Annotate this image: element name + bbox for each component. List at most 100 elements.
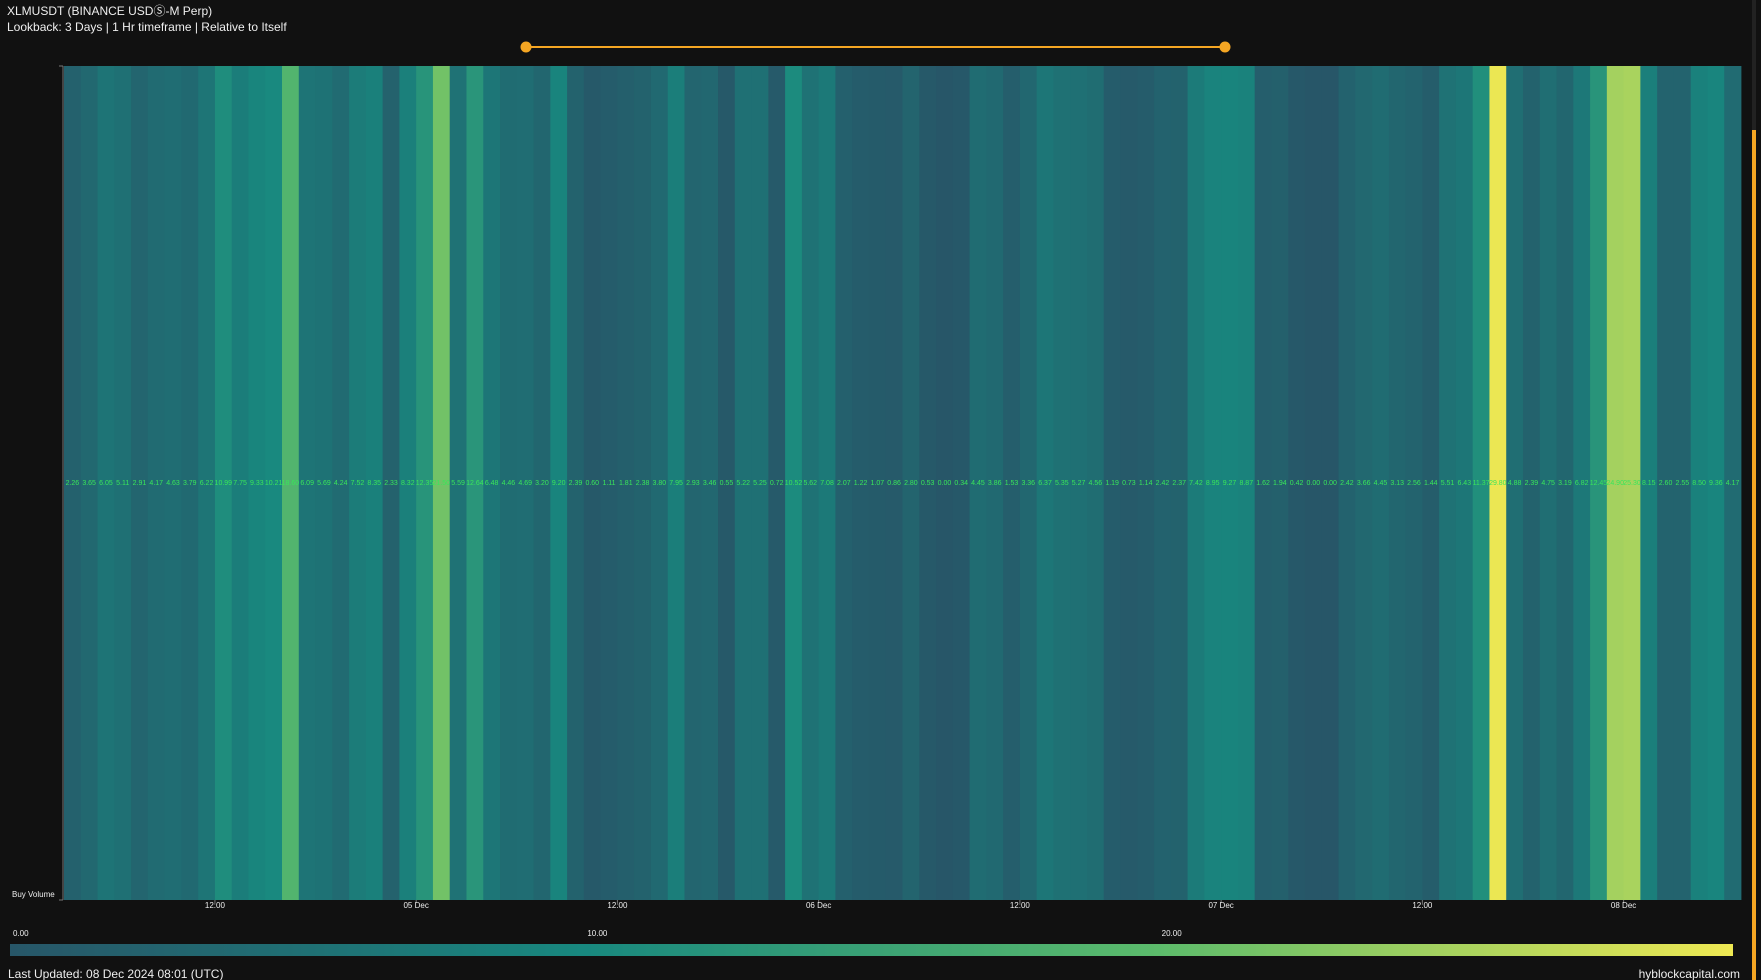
heatmap-cell bbox=[332, 66, 350, 900]
heatmap-cell bbox=[1590, 66, 1608, 900]
value-label: 3.66 bbox=[1357, 480, 1371, 487]
value-label: 0.53 bbox=[921, 480, 935, 487]
heatmap-cell bbox=[1372, 66, 1390, 900]
heatmap-cell bbox=[852, 66, 870, 900]
value-label: 2.07 bbox=[837, 480, 851, 487]
value-label: 25.30 bbox=[1623, 480, 1641, 487]
heatmap-cell bbox=[483, 66, 501, 900]
heatmap-cell bbox=[131, 66, 149, 900]
value-label: 4.24 bbox=[334, 480, 348, 487]
heatmap-cell bbox=[1338, 66, 1356, 900]
heatmap-cell bbox=[1422, 66, 1440, 900]
value-label: 5.25 bbox=[753, 480, 767, 487]
heatmap-cell bbox=[1707, 66, 1725, 900]
value-label: 4.17 bbox=[149, 480, 163, 487]
value-label: 4.17 bbox=[1726, 480, 1740, 487]
value-label: 2.42 bbox=[1340, 480, 1354, 487]
value-label: 5.69 bbox=[317, 480, 331, 487]
value-label: 4.46 bbox=[502, 480, 516, 487]
value-label: 2.39 bbox=[569, 480, 583, 487]
value-label: 1.19 bbox=[1105, 480, 1119, 487]
value-label: 6.05 bbox=[99, 480, 113, 487]
heatmap-cell bbox=[1221, 66, 1239, 900]
heatmap-cell bbox=[919, 66, 937, 900]
value-label: 7.52 bbox=[351, 480, 365, 487]
heatmap-cell bbox=[64, 66, 82, 900]
heatmap-cell bbox=[1606, 66, 1625, 900]
value-label: 0.73 bbox=[1122, 480, 1136, 487]
heatmap-cell bbox=[97, 66, 115, 900]
value-label: 5.59 bbox=[451, 480, 465, 487]
heatmap-cell bbox=[1439, 66, 1457, 900]
heatmap-cell bbox=[785, 66, 803, 900]
heatmap-cell bbox=[1019, 66, 1038, 900]
value-label: 1.07 bbox=[871, 480, 885, 487]
x-tick-label: 12:00 bbox=[1412, 901, 1433, 910]
heatmap-cell bbox=[248, 66, 266, 900]
value-label: 1.94 bbox=[1273, 480, 1287, 487]
value-label: 12.45 bbox=[1590, 480, 1608, 487]
value-label: 2.91 bbox=[133, 480, 147, 487]
heatmap-cell bbox=[1355, 66, 1373, 900]
value-label: 2.60 bbox=[1659, 480, 1673, 487]
value-label: 5.22 bbox=[736, 480, 750, 487]
heatmap-cell bbox=[1640, 66, 1658, 900]
heatmap-cell bbox=[114, 66, 132, 900]
value-label: 1.11 bbox=[602, 480, 615, 487]
scrollbar-thumb[interactable] bbox=[1752, 130, 1756, 980]
value-label: 2.33 bbox=[384, 480, 398, 487]
value-label: 4.63 bbox=[166, 480, 180, 487]
heatmap-cell bbox=[1673, 66, 1692, 900]
range-slider-handle[interactable] bbox=[520, 41, 532, 53]
heatmap-cell bbox=[1187, 66, 1205, 900]
value-label: 7.95 bbox=[669, 480, 683, 487]
value-label: 7.08 bbox=[820, 480, 834, 487]
value-label: 2.80 bbox=[904, 480, 918, 487]
x-tick-label: 12:00 bbox=[1010, 901, 1031, 910]
value-label: 6.37 bbox=[1038, 480, 1052, 487]
x-tick-label: 12:00 bbox=[205, 901, 226, 910]
colorbar bbox=[10, 944, 1733, 956]
value-label: 8.95 bbox=[1206, 480, 1220, 487]
heatmap-cell bbox=[1154, 66, 1172, 900]
heatmap-cell bbox=[936, 66, 954, 900]
heatmap-cell bbox=[634, 66, 652, 900]
heatmap-cell bbox=[768, 66, 786, 900]
y-axis-label: Buy Volume bbox=[12, 890, 55, 899]
value-label: 18.60 bbox=[282, 480, 300, 487]
value-label: 3.46 bbox=[703, 480, 717, 487]
value-label: 2.55 bbox=[1675, 480, 1689, 487]
heatmap-cell bbox=[583, 66, 602, 900]
value-label: 0.00 bbox=[1323, 480, 1337, 487]
x-tick-label: 07 Dec bbox=[1208, 901, 1233, 910]
heatmap-cell bbox=[1522, 66, 1541, 900]
value-label: 8.15 bbox=[1642, 480, 1656, 487]
value-label: 1.14 bbox=[1139, 480, 1153, 487]
value-label: 10.99 bbox=[215, 480, 233, 487]
heatmap-cell bbox=[1003, 66, 1021, 900]
heatmap-cell bbox=[1556, 66, 1574, 900]
heatmap-cell bbox=[1036, 66, 1054, 900]
x-tick-label: 05 Dec bbox=[403, 901, 428, 910]
heatmap-cell bbox=[567, 66, 585, 900]
value-label: 6.22 bbox=[200, 480, 214, 487]
value-label: 0.55 bbox=[720, 480, 734, 487]
value-label: 2.56 bbox=[1407, 480, 1421, 487]
heatmap-cell bbox=[1573, 66, 1591, 900]
range-slider-handle[interactable] bbox=[1219, 41, 1231, 53]
heatmap-cell bbox=[365, 66, 384, 900]
heatmap-cell bbox=[701, 66, 719, 900]
heatmap-cell bbox=[1170, 66, 1188, 900]
heatmap-cell bbox=[835, 66, 853, 900]
heatmap-cell bbox=[1086, 66, 1105, 900]
colorbar-tick-label: 10.00 bbox=[587, 929, 608, 938]
heatmap-cell bbox=[1506, 66, 1524, 900]
heatmap-cell bbox=[1254, 66, 1272, 900]
heatmap-cell bbox=[198, 66, 216, 900]
value-label: 8.87 bbox=[1239, 480, 1253, 487]
heatmap-cell bbox=[986, 66, 1004, 900]
heatmap-cell bbox=[1690, 66, 1708, 900]
value-label: 11.37 bbox=[1473, 480, 1490, 487]
heatmap-cell bbox=[282, 66, 300, 900]
